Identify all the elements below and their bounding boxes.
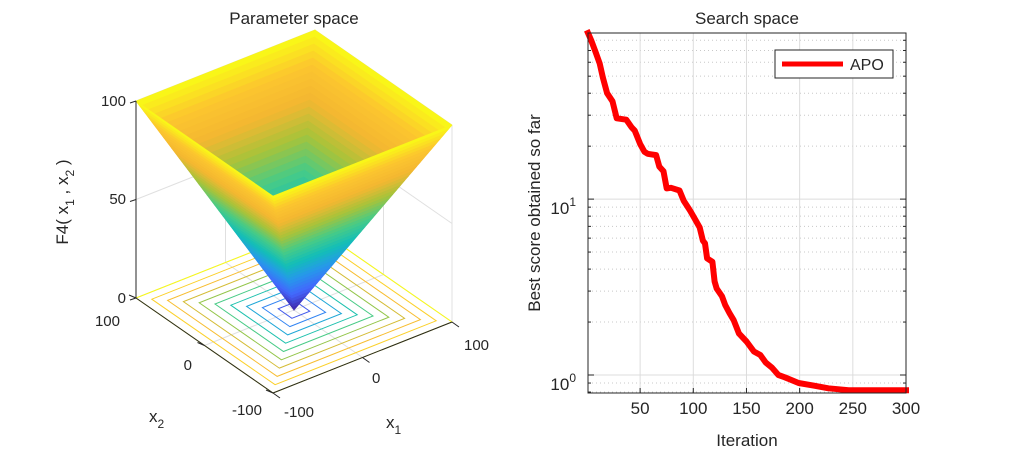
series-line-apo xyxy=(584,29,909,394)
y-tick-labels: 100 101 xyxy=(550,195,576,394)
axes-frame xyxy=(587,32,907,394)
axis-line xyxy=(265,389,274,394)
axis-line xyxy=(272,392,281,399)
z-tick-label: 100 xyxy=(101,93,126,110)
x-tick-label: 250 xyxy=(839,399,867,418)
legend[interactable]: APO xyxy=(774,49,894,79)
axis-line xyxy=(128,294,137,299)
x2-tick-label: 0 xyxy=(184,357,192,374)
x1-tick-label: -100 xyxy=(284,404,314,421)
axis-line xyxy=(129,297,137,301)
z-tick-label: 50 xyxy=(109,191,126,208)
z-axis-label: F4( x1 , x2 ) xyxy=(53,159,77,244)
surface-axes xyxy=(128,100,460,399)
x-axis-label: Iteration xyxy=(716,431,777,450)
axis-line xyxy=(129,199,137,202)
y-tick-label: 101 xyxy=(550,195,576,218)
surface-plot: Parameter space 0 50 100 100 0 -100 -100… xyxy=(53,9,489,437)
x2-axis-label: x2 xyxy=(149,407,165,431)
axis-line xyxy=(129,100,137,104)
surface-plot-title: Parameter space xyxy=(229,9,358,28)
surface-faces xyxy=(135,29,453,311)
axis-line xyxy=(362,357,370,363)
grid-lines xyxy=(588,33,907,393)
z-tick-labels: 0 50 100 xyxy=(101,93,126,307)
z-tick-label: 0 xyxy=(118,290,126,307)
surface-face-front-x2 xyxy=(293,305,299,311)
x2-tick-labels: 100 0 -100 xyxy=(95,313,262,419)
x1-axis-label: x1 xyxy=(386,413,402,437)
x-tick-label: 100 xyxy=(679,399,707,418)
y-axis-label: Best score obtained so far xyxy=(525,114,544,312)
x1-tick-labels: -100 0 100 xyxy=(284,337,489,421)
axis-line xyxy=(197,342,205,346)
x2-tick-label: 100 xyxy=(95,313,120,330)
axis-line xyxy=(451,321,460,328)
x-tick-label: 200 xyxy=(785,399,813,418)
convergence-plot: Search space 50 100 150 200 250 300 100 101 I… xyxy=(525,9,920,450)
x1-tick-label: 0 xyxy=(372,370,380,387)
series-layer xyxy=(584,29,909,394)
x-tick-label: 50 xyxy=(631,399,650,418)
x-tick-label: 300 xyxy=(892,399,920,418)
x-tick-labels: 50 100 150 200 250 300 xyxy=(631,399,921,418)
x1-tick-label: 100 xyxy=(464,337,489,354)
axes-box xyxy=(587,32,907,394)
y-tick-label: 100 xyxy=(550,371,576,394)
legend-label-apo: APO xyxy=(850,57,884,74)
x-tick-label: 150 xyxy=(732,399,760,418)
convergence-plot-title: Search space xyxy=(695,9,799,28)
x2-tick-label: -100 xyxy=(232,402,262,419)
